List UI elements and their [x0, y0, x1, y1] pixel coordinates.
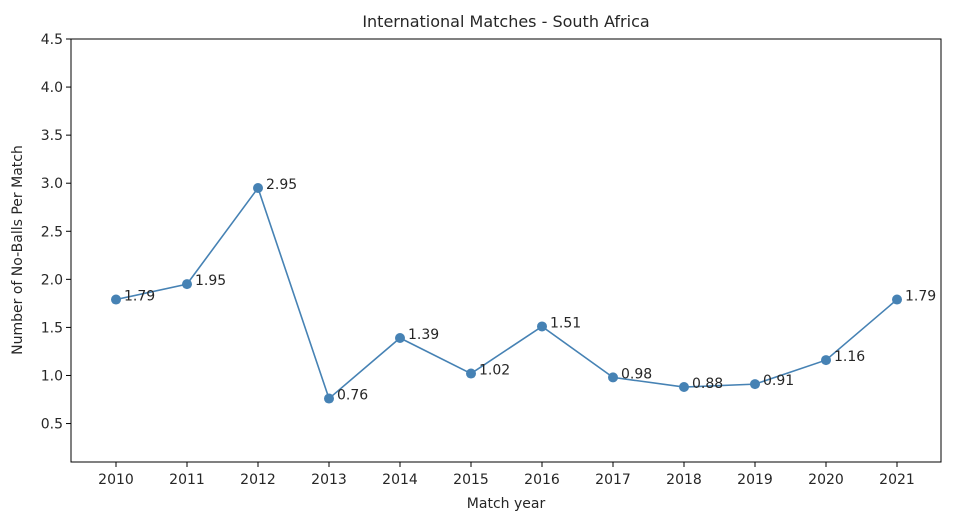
- data-label: 0.88: [692, 376, 723, 392]
- data-label: 1.79: [124, 289, 155, 305]
- data-label: 1.79: [905, 289, 936, 305]
- plot-area: 0.5 1.0 1.5 2.0 2.5 3.0 3.5 4.0 4.5 2010 2011 2012 2…: [41, 32, 936, 488]
- data-label: 0.91: [763, 373, 794, 389]
- x-tick-label: 2016: [524, 472, 560, 488]
- data-point: [821, 355, 831, 366]
- data-point: [182, 279, 192, 290]
- y-tick-label: 3.0: [41, 176, 63, 192]
- data-point: [324, 393, 334, 404]
- y-tick-label: 0.5: [41, 417, 63, 433]
- data-label: 1.95: [195, 273, 226, 289]
- x-tick-label: 2017: [595, 472, 631, 488]
- x-tick-label: 2014: [382, 472, 418, 488]
- x-tick-label: 2013: [311, 472, 347, 488]
- x-tick-label: 2019: [737, 472, 773, 488]
- y-tick-label: 4.0: [41, 80, 63, 96]
- data-point: [608, 372, 618, 383]
- data-label: 0.98: [621, 366, 652, 382]
- data-point: [537, 321, 547, 332]
- data-label: 2.95: [266, 177, 297, 193]
- x-axis-label: Match year: [467, 496, 546, 512]
- data-label: 1.02: [479, 363, 510, 379]
- data-label: 1.39: [408, 327, 439, 343]
- x-tick-label: 2018: [666, 472, 702, 488]
- x-tick-label: 2010: [98, 472, 134, 488]
- y-tick-label: 1.0: [41, 368, 63, 384]
- x-tick-label: 2015: [453, 472, 489, 488]
- x-tick-label: 2011: [169, 472, 205, 488]
- data-point: [892, 294, 902, 305]
- plot-frame: [70, 38, 942, 463]
- data-label: 0.76: [337, 388, 368, 404]
- data-point: [679, 382, 689, 393]
- x-tick-label: 2021: [879, 472, 915, 488]
- y-tick-label: 1.5: [41, 320, 63, 336]
- data-point: [466, 368, 476, 379]
- x-tick-label: 2012: [240, 472, 276, 488]
- x-tick-label: 2020: [808, 472, 844, 488]
- y-tick-label: 2.0: [41, 272, 63, 288]
- series-line: [115, 186, 898, 400]
- y-tick-label: 2.5: [41, 224, 63, 240]
- y-tick-label: 4.5: [41, 32, 63, 48]
- data-point: [111, 294, 121, 305]
- data-label: 1.16: [834, 349, 865, 365]
- data-point: [395, 332, 405, 343]
- chart-title: International Matches - South Africa: [362, 12, 649, 31]
- data-point: [253, 183, 263, 194]
- y-axis-label: Number of No-Balls Per Match: [10, 145, 26, 355]
- y-tick-label: 3.5: [41, 128, 63, 144]
- data-label: 1.51: [550, 315, 581, 331]
- data-point: [750, 379, 760, 390]
